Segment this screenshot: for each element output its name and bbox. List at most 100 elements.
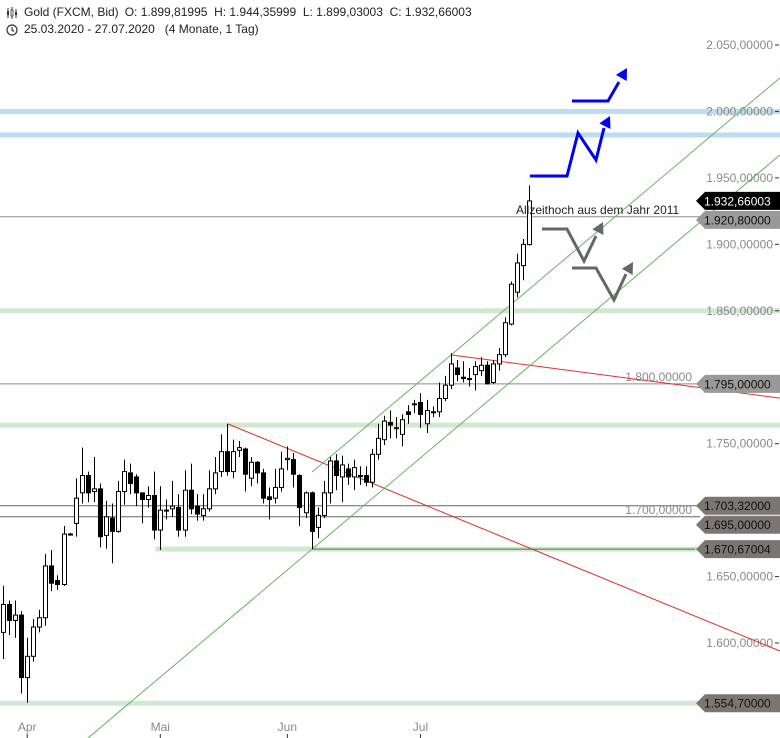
candle: [134, 474, 139, 507]
candle-body: [455, 367, 460, 376]
candle: [515, 253, 520, 298]
candle-body: [352, 467, 357, 478]
candle-body: [527, 200, 532, 246]
candle: [394, 417, 399, 439]
candle: [400, 414, 405, 447]
candle: [346, 463, 351, 485]
candle: [406, 405, 411, 424]
candle: [55, 575, 60, 590]
candle: [509, 281, 514, 326]
candle-body: [128, 472, 133, 485]
candle: [80, 447, 85, 504]
candle: [412, 399, 417, 414]
candle-body: [31, 626, 36, 657]
candle: [25, 637, 30, 703]
x-tick-label: Apr: [18, 720, 37, 734]
price-label: 1.795,00000: [696, 374, 780, 393]
arrow-path: [530, 127, 606, 178]
arrow-path: [542, 227, 598, 265]
candle-body: [443, 384, 448, 399]
trend-line: [227, 423, 780, 652]
level-band: [0, 132, 780, 138]
candle: [467, 367, 472, 387]
candle-body: [68, 533, 73, 536]
x-tick-label: Mai: [151, 720, 170, 734]
price-label: 1.920,80000: [696, 210, 780, 229]
candle-body: [249, 461, 254, 479]
candle-body: [49, 565, 54, 584]
candle: [31, 619, 36, 662]
y-tick-label: 1.650,00000: [706, 570, 773, 584]
candle: [358, 466, 363, 485]
level-band: [0, 108, 780, 114]
candle-body: [509, 283, 514, 325]
candle: [376, 423, 381, 460]
price-label-box: [696, 496, 780, 515]
price-label: 1.554,70000: [696, 694, 780, 713]
y-tick-label: 1.600,00000: [706, 636, 773, 650]
candle-body: [304, 492, 309, 514]
candle: [279, 451, 284, 492]
candle-body: [382, 420, 387, 441]
trend-line: [311, 77, 780, 473]
arrowhead-icon: [592, 222, 604, 235]
candle-body: [340, 464, 345, 478]
candle-body: [207, 488, 212, 510]
candle: [49, 549, 54, 592]
candle-body: [225, 451, 230, 473]
candle: [243, 447, 248, 492]
candle-body: [412, 403, 417, 406]
arrowhead-icon: [621, 262, 633, 275]
candle-body: [376, 437, 381, 455]
candle: [267, 487, 272, 520]
candle-body: [418, 401, 423, 415]
candle: [497, 347, 502, 371]
candle-body: [316, 514, 321, 528]
candle: [370, 448, 375, 488]
price-label: 1.670,67004: [696, 540, 780, 559]
candle-body: [55, 580, 60, 586]
ohlc-values: O: 1.899,81995 H: 1.944,35999 L: 1.899,0…: [124, 5, 472, 19]
candle: [152, 471, 157, 540]
candle: [237, 441, 242, 457]
candle-body: [231, 451, 236, 473]
candle-body: [122, 471, 127, 493]
candle-body: [515, 262, 520, 293]
candle: [285, 446, 290, 471]
candle: [98, 483, 103, 548]
candle-body: [195, 505, 200, 515]
candle-body: [116, 491, 121, 532]
candle: [255, 460, 260, 484]
candle: [43, 553, 48, 626]
candle-body: [183, 489, 188, 531]
candle: [164, 499, 169, 520]
candle-body: [110, 517, 115, 532]
candle-body: [406, 411, 411, 415]
level-band: [0, 308, 780, 314]
price-label: 1.932,66003: [696, 191, 780, 210]
candle: [418, 393, 423, 428]
candle: [473, 361, 478, 391]
arrow-drawing: [572, 68, 627, 103]
candle-body: [425, 409, 430, 425]
candle: [485, 361, 490, 385]
candle: [364, 466, 369, 487]
price-label-text: 1.920,80000: [704, 213, 771, 227]
candle-body: [328, 460, 333, 494]
candle-body: [158, 509, 163, 531]
candle-body: [74, 497, 79, 524]
candle-body: [80, 475, 85, 494]
price-label-text: 1.703,32000: [704, 499, 771, 513]
y-tick-label: 1.900,00000: [706, 237, 773, 251]
candle: [527, 185, 532, 246]
candle: [491, 359, 496, 384]
candle-body: [25, 655, 30, 679]
candle: [19, 611, 24, 694]
candle-body: [322, 492, 327, 516]
candle-body: [92, 488, 97, 493]
y-tick-label: 1.800,00000: [625, 370, 692, 384]
candle: [249, 456, 254, 487]
candle-body: [261, 472, 266, 499]
candle-body: [237, 447, 242, 451]
